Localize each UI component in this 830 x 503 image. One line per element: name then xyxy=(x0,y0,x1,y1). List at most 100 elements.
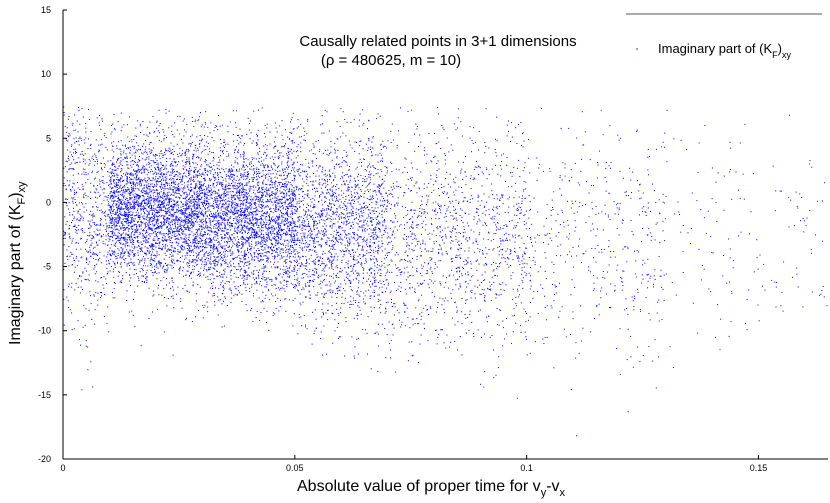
data-point xyxy=(263,239,265,241)
data-point xyxy=(135,230,137,232)
data-point xyxy=(177,184,179,186)
data-point xyxy=(150,141,152,143)
data-point xyxy=(109,263,111,265)
data-point xyxy=(181,213,183,215)
data-point xyxy=(192,271,194,273)
data-point xyxy=(174,219,176,221)
data-point xyxy=(186,241,187,243)
data-point xyxy=(73,216,75,218)
data-point xyxy=(187,222,189,224)
data-point xyxy=(87,346,89,348)
data-point xyxy=(176,229,178,231)
data-point xyxy=(252,256,254,258)
data-point xyxy=(149,204,151,206)
data-point xyxy=(159,155,161,157)
data-point xyxy=(128,253,130,255)
data-point xyxy=(182,233,184,235)
data-point xyxy=(236,195,238,197)
data-point xyxy=(154,268,155,270)
data-point xyxy=(286,155,288,157)
data-point xyxy=(166,265,168,267)
data-point xyxy=(176,238,178,240)
data-point xyxy=(125,272,127,274)
data-point xyxy=(191,216,193,218)
data-point xyxy=(279,170,281,172)
data-point xyxy=(145,207,147,209)
data-point xyxy=(128,245,130,247)
data-point xyxy=(269,231,271,233)
data-point xyxy=(81,228,83,229)
data-point xyxy=(262,273,264,275)
data-point xyxy=(243,161,245,163)
data-point xyxy=(261,107,263,109)
data-point xyxy=(167,150,169,152)
data-point xyxy=(185,228,187,230)
data-point xyxy=(132,183,134,185)
data-point xyxy=(201,190,203,191)
data-point xyxy=(123,173,124,175)
data-point xyxy=(212,295,214,297)
data-point xyxy=(128,202,130,204)
data-point xyxy=(187,200,189,202)
data-point xyxy=(185,275,187,276)
data-point xyxy=(136,184,138,186)
data-point xyxy=(192,157,194,159)
data-point xyxy=(134,202,136,204)
data-point xyxy=(134,255,136,257)
data-point xyxy=(190,201,192,203)
data-point xyxy=(124,229,126,231)
data-point xyxy=(116,225,118,227)
data-point xyxy=(148,178,150,180)
data-point xyxy=(192,213,194,215)
data-point xyxy=(137,217,139,218)
scatter-points xyxy=(63,106,828,437)
data-point xyxy=(140,185,142,187)
data-point xyxy=(92,222,94,223)
data-point xyxy=(199,159,201,161)
data-point xyxy=(214,239,216,241)
data-point xyxy=(134,231,136,233)
data-point xyxy=(290,222,292,224)
data-point xyxy=(152,192,154,194)
data-point xyxy=(214,216,216,218)
data-point xyxy=(82,271,84,273)
data-point xyxy=(166,173,168,175)
data-point xyxy=(182,267,184,269)
data-point xyxy=(133,205,135,207)
data-point xyxy=(132,178,134,180)
data-point xyxy=(89,145,91,146)
data-point xyxy=(195,236,196,238)
data-point xyxy=(131,182,133,184)
data-point xyxy=(192,225,194,227)
data-point xyxy=(77,181,78,183)
data-point xyxy=(99,179,101,181)
data-point xyxy=(115,213,116,215)
data-point xyxy=(238,179,240,181)
data-point xyxy=(93,222,95,224)
data-point xyxy=(185,208,186,210)
data-point xyxy=(181,229,183,231)
data-point xyxy=(152,220,154,222)
data-point xyxy=(76,191,78,193)
data-point xyxy=(261,175,263,177)
data-point xyxy=(116,222,118,224)
data-point xyxy=(248,215,250,217)
data-point xyxy=(185,168,187,170)
data-point xyxy=(93,191,95,193)
data-point xyxy=(85,137,87,139)
data-point xyxy=(195,174,197,176)
data-point xyxy=(197,213,199,215)
data-point xyxy=(143,196,145,198)
data-point xyxy=(209,215,210,217)
data-point xyxy=(170,142,172,144)
data-point xyxy=(165,164,167,166)
data-point xyxy=(127,182,129,184)
data-point xyxy=(191,196,193,198)
data-point xyxy=(144,177,146,179)
data-point xyxy=(126,226,128,228)
data-point xyxy=(133,220,135,222)
data-point xyxy=(154,230,156,232)
data-point xyxy=(108,240,110,242)
data-point xyxy=(131,219,133,221)
data-point xyxy=(174,227,176,229)
